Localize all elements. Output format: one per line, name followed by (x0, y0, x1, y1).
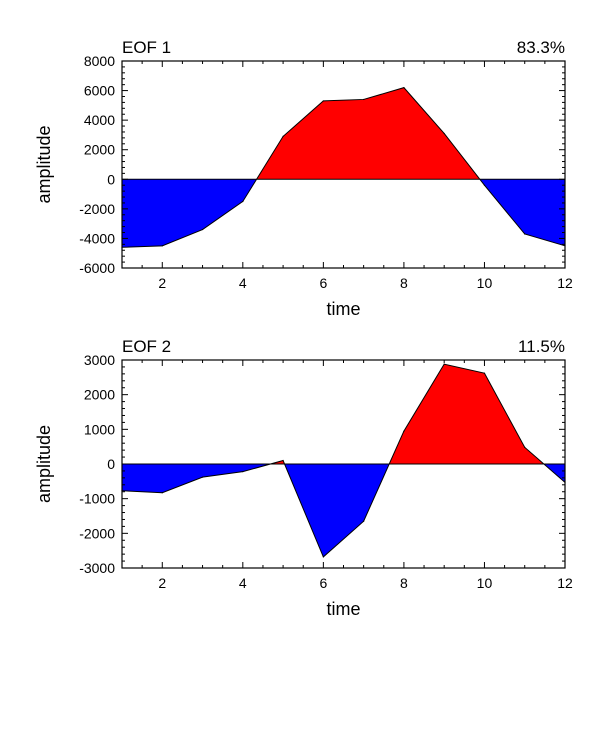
x-tick-label: 8 (400, 575, 408, 591)
negative-fill-area (479, 179, 565, 246)
y-tick-label: -3000 (79, 560, 115, 576)
data-point (403, 87, 405, 89)
y-tick-label: 0 (107, 171, 115, 187)
data-point (403, 430, 405, 432)
x-tick-label: 2 (158, 575, 166, 591)
data-point (483, 372, 486, 374)
data-point (524, 233, 526, 235)
x-axis-label: time (326, 299, 360, 319)
variance-percent-label: 11.5% (518, 337, 565, 356)
data-point (242, 200, 244, 203)
data-point (363, 520, 365, 522)
positive-fill-area (389, 364, 544, 464)
x-tick-label: 6 (319, 575, 327, 591)
x-tick-label: 2 (158, 275, 166, 291)
eof-panel-2: 2 4 6 8 10 12 -3000 -2000 -1000 0 1000 2000 3000 EOF … (34, 337, 573, 619)
y-tick-label: -2000 (79, 201, 115, 217)
negative-fill-area (122, 179, 257, 248)
y-tick-label: 2000 (84, 142, 115, 158)
y-tick-label: 8000 (84, 53, 115, 69)
negative-fill-area (284, 464, 390, 557)
y-axis-label: amplitude (34, 425, 54, 503)
panel-title: EOF 2 (122, 337, 171, 356)
y-tick-label: -1000 (79, 491, 115, 507)
data-point (443, 363, 445, 365)
y-tick-label: 2000 (84, 387, 115, 403)
x-tick-label: 10 (477, 575, 493, 591)
x-tick-label: 4 (239, 575, 247, 591)
data-point (161, 492, 163, 494)
x-tick-label: 4 (239, 275, 247, 291)
data-point (242, 471, 244, 473)
x-tick-label: 10 (477, 275, 493, 291)
positive-fill-area (256, 87, 480, 180)
y-tick-label: 0 (107, 456, 115, 472)
data-point (282, 459, 284, 462)
y-tick-label: 6000 (84, 83, 115, 99)
series-line (121, 363, 566, 558)
data-point (201, 228, 204, 231)
data-point (443, 132, 445, 135)
series-line (121, 87, 566, 248)
data-point (161, 245, 163, 247)
data-point (483, 184, 486, 186)
data-point (322, 556, 324, 558)
y-tick-label: 4000 (84, 112, 115, 128)
variance-percent-label: 83.3% (517, 38, 565, 57)
y-tick-label: -2000 (79, 525, 115, 541)
panel-title: EOF 1 (122, 38, 171, 57)
x-tick-label: 12 (557, 575, 573, 591)
data-point (524, 446, 526, 448)
x-tick-label: 12 (557, 275, 573, 291)
y-axis-label: amplitude (34, 125, 54, 203)
eof-panel-1: 2 4 6 8 10 12 -6000 -4000 -2000 0 2000 4000 6000 8000… (34, 38, 573, 319)
x-tick-label: 6 (319, 275, 327, 291)
y-tick-label: -4000 (79, 230, 115, 246)
y-tick-label: -6000 (79, 260, 115, 276)
data-point (282, 135, 284, 138)
negative-fill-area (122, 464, 271, 493)
data-point (201, 476, 204, 478)
y-tick-label: 3000 (84, 352, 115, 368)
data-point (322, 100, 324, 102)
y-tick-label: 1000 (84, 421, 115, 437)
x-tick-label: 8 (400, 275, 408, 291)
data-point (363, 98, 365, 101)
x-axis-label: time (326, 599, 360, 619)
